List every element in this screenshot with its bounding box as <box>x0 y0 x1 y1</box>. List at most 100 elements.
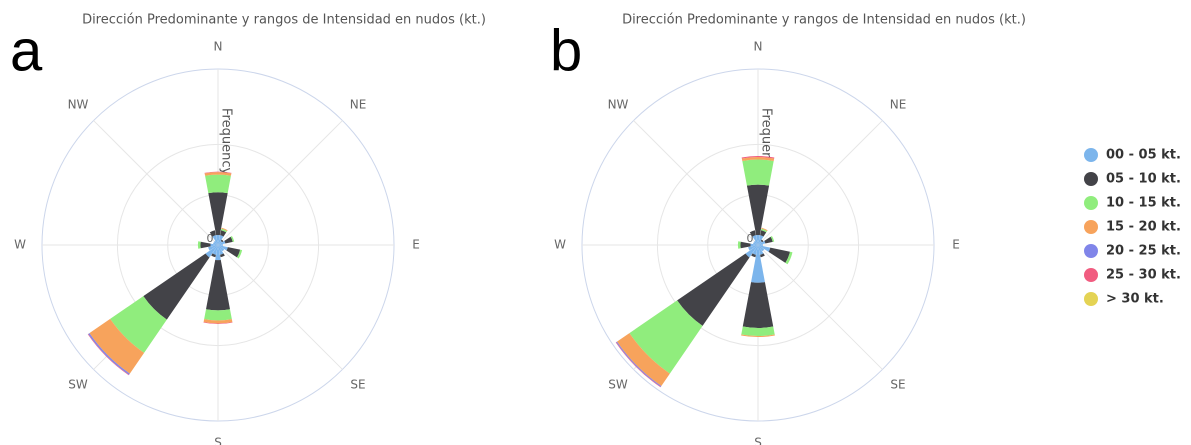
sector <box>218 245 228 251</box>
sector <box>236 249 243 259</box>
sector <box>741 155 775 159</box>
sector <box>758 240 763 245</box>
sector <box>88 333 130 375</box>
sector <box>213 242 218 245</box>
spoke <box>217 120 343 246</box>
sector <box>764 236 773 244</box>
sector <box>616 333 670 387</box>
sector <box>218 235 224 245</box>
sector <box>745 245 758 258</box>
sector <box>629 300 703 374</box>
legend-symbol <box>1084 172 1098 186</box>
sector <box>752 235 758 245</box>
panel-letter: b <box>550 18 582 83</box>
sector <box>761 228 768 233</box>
legend-symbol <box>1084 268 1098 282</box>
sector <box>89 318 145 374</box>
direction-label: NW <box>68 97 89 111</box>
legend-text: 00 - 05 kt. <box>1106 148 1181 163</box>
sector <box>204 309 232 321</box>
sector <box>677 253 750 326</box>
y-axis-title: Frequency <box>219 108 234 175</box>
sector <box>218 245 225 252</box>
legend-text: 25 - 30 kt. <box>1106 268 1181 283</box>
sector <box>212 245 218 255</box>
direction-label: W <box>14 238 26 252</box>
chart-title: Dirección Predominante y rangos de Inten… <box>82 13 486 28</box>
sector <box>751 253 756 258</box>
legend-text: 10 - 15 kt. <box>1106 196 1181 211</box>
sector <box>752 245 758 255</box>
direction-label: N <box>214 40 223 54</box>
sector <box>758 235 764 245</box>
legend-text: 20 - 25 kt. <box>1106 244 1181 259</box>
direction-label: W <box>554 238 566 252</box>
direction-label: SW <box>608 378 628 392</box>
sector <box>205 245 218 258</box>
spoke <box>93 120 219 246</box>
sector <box>753 240 758 245</box>
sector <box>220 239 224 243</box>
legend-symbol <box>1084 196 1098 210</box>
sector <box>218 240 226 245</box>
sector <box>785 251 793 265</box>
sector <box>741 157 775 161</box>
direction-label: NE <box>350 97 367 111</box>
wind-rose: a Dirección Predominante y rangos de Inte… <box>10 13 486 445</box>
sector <box>761 227 768 232</box>
sector <box>110 296 167 353</box>
sector <box>208 192 228 236</box>
sector <box>742 159 774 186</box>
y-tick-label: 0 <box>207 232 214 245</box>
sector <box>203 322 233 324</box>
sector <box>741 334 775 338</box>
direction-label: E <box>952 238 960 252</box>
sector <box>211 253 216 258</box>
direction-label: SE <box>890 378 905 392</box>
sector <box>748 245 758 251</box>
spoke <box>757 120 883 246</box>
sector <box>206 259 230 311</box>
sector <box>218 245 224 255</box>
sector <box>200 241 211 249</box>
direction-label: N <box>754 40 763 54</box>
sector <box>212 235 218 245</box>
sector <box>760 253 765 258</box>
sector <box>204 172 232 176</box>
sector <box>758 245 764 255</box>
sector <box>197 241 201 249</box>
sector <box>220 230 227 237</box>
legend: 00 - 05 kt. 05 - 10 kt. 10 - 15 kt. 15 - 20… <box>1084 148 1181 307</box>
sector <box>742 282 774 328</box>
chart-title: Dirección Predominante y rangos de Inten… <box>622 13 1026 28</box>
wind-rose: b Dirección Predominante y rangos de Inte… <box>550 13 1026 445</box>
sector <box>737 241 741 249</box>
legend-text: 15 - 20 kt. <box>1106 220 1181 235</box>
sector <box>210 243 218 247</box>
legend-symbol <box>1084 244 1098 258</box>
sector <box>213 240 218 245</box>
sector <box>218 240 223 245</box>
sector <box>760 230 767 237</box>
y-tick-label: 0 <box>747 232 754 245</box>
sector <box>208 245 218 251</box>
legend-text: > 30 kt. <box>1106 292 1164 307</box>
legend-symbol <box>1084 220 1098 234</box>
sector <box>221 228 228 233</box>
direction-label: S <box>754 436 762 445</box>
direction-label: E <box>412 238 420 252</box>
sector <box>218 244 224 246</box>
sector <box>143 253 210 320</box>
sector <box>216 234 220 245</box>
sector <box>756 234 760 245</box>
sector <box>220 253 225 258</box>
direction-label: S <box>214 436 222 445</box>
sector <box>740 241 751 249</box>
sector <box>758 240 766 245</box>
sector <box>751 245 765 283</box>
sector <box>230 235 235 242</box>
direction-label: NW <box>608 97 629 111</box>
sector <box>221 227 228 232</box>
sector <box>746 184 770 236</box>
